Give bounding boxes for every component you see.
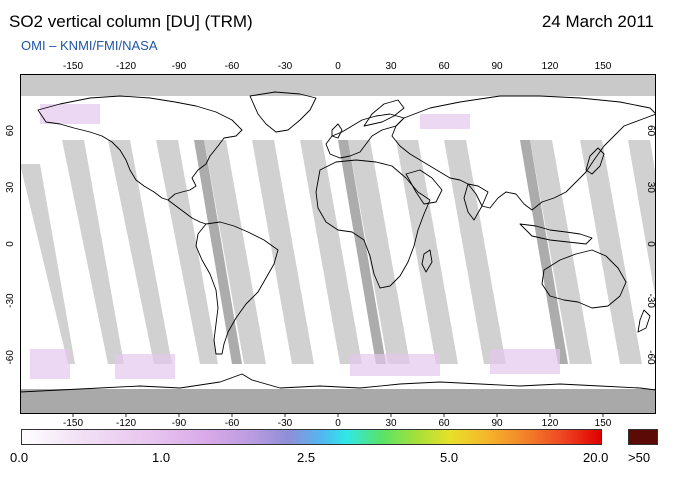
map-date: 24 March 2011 [541, 12, 654, 31]
antarctica-coast [20, 373, 656, 393]
orbit-gap-swaths [20, 140, 656, 364]
orbit-gap [204, 140, 266, 364]
africa-coast [315, 159, 431, 289]
indonesia-coast [519, 223, 593, 245]
coastlines [20, 91, 656, 393]
lon-tick-label-top: -120 [116, 61, 136, 72]
south-america-coast [195, 221, 279, 355]
lon-tick-label-bottom: 150 [595, 418, 612, 429]
central-america-coast [167, 199, 207, 225]
colorbar-label-2: 2.5 [297, 450, 316, 465]
north-america-coast [37, 95, 243, 201]
lon-tick-label-bottom: 30 [385, 418, 397, 429]
lat-tick-label-right: 30 [645, 182, 656, 194]
lat-axis-left: 60 30 0 -30 -60 [5, 125, 16, 365]
orbit-gap [580, 140, 642, 364]
orbit-gap [338, 140, 386, 364]
so2-speckle [30, 104, 560, 379]
lon-tick-label-top: 150 [595, 61, 612, 72]
orbit-gap [194, 140, 242, 364]
lon-tick-label-top: -60 [225, 61, 240, 72]
scandinavia-coast [363, 99, 405, 127]
lon-tick-label-bottom: -30 [278, 418, 293, 429]
orbit-gap [300, 140, 362, 364]
lat-tick-label-right: 60 [645, 125, 656, 137]
orbit-gap [444, 140, 506, 364]
orbit-gap [20, 164, 75, 364]
world-map: -150 -120 -90 -60 -30 0 30 60 90 120 150 -150 -120-… [5, 61, 656, 429]
colorbar-label-4: 20.0 [583, 450, 609, 465]
arctic-no-data [20, 74, 656, 96]
lat-tick-label-right: -30 [645, 293, 656, 308]
orbit-gap [628, 140, 656, 301]
lon-tick-label-top: -90 [172, 61, 187, 72]
asia-coast [391, 95, 656, 211]
lon-axis-bottom: -150 -120 -90 -60 -30 0 30 60 90 120 150 [63, 414, 612, 429]
lon-tick-label-bottom: -60 [225, 418, 240, 429]
lon-tick-label-top: -150 [63, 61, 83, 72]
lon-tick-label-bottom: 60 [438, 418, 450, 429]
greenland-coast [249, 91, 317, 133]
lat-axis-right: 60 30 0 -30 -60 [645, 125, 656, 365]
map-title: SO2 vertical column [DU] (TRM) [9, 12, 253, 31]
australia-coast [541, 249, 627, 309]
lon-tick-label-top: 90 [491, 61, 503, 72]
colorbar [21, 429, 602, 445]
lon-tick-label-bottom: -120 [116, 418, 136, 429]
orbit-gap [108, 140, 172, 364]
arabia-coast [405, 169, 443, 205]
orbit-gap [62, 140, 124, 364]
lat-tick-label-right: -60 [645, 350, 656, 365]
lon-tick-label-top: 0 [335, 61, 341, 72]
india-coast [463, 183, 489, 221]
orbit-gap [348, 140, 410, 364]
lon-axis-top: -150 -120 -90 -60 -30 0 30 60 90 120 150 [63, 61, 612, 72]
lon-tick-label-bottom: 90 [491, 418, 503, 429]
lon-tick-label-bottom: 0 [335, 418, 341, 429]
orbit-gap [520, 140, 568, 364]
colorbar-label-3: 5.0 [440, 450, 459, 465]
lon-tick-label-bottom: -90 [172, 418, 187, 429]
new-zealand-coast [637, 309, 651, 333]
orbit-gap [156, 140, 218, 364]
lon-tick-label-top: 60 [438, 61, 450, 72]
japan-coast [585, 147, 605, 175]
colorbar-label-1: 1.0 [152, 450, 171, 465]
lon-tick-label-top: -30 [278, 61, 293, 72]
lat-tick-label-right: 0 [645, 241, 656, 247]
colorbar-overflow-label: >50 [628, 450, 651, 465]
madagascar-coast [421, 249, 433, 273]
map-frame [20, 74, 656, 414]
lat-tick-label-left: -60 [5, 350, 16, 365]
lat-tick-label-left: 30 [5, 181, 16, 193]
colorbar-label-0: 0.0 [10, 450, 29, 465]
lon-tick-label-top: 120 [542, 61, 559, 72]
lon-tick-label-bottom: 120 [542, 418, 559, 429]
antarctic-no-data [20, 389, 656, 414]
orbit-gap [530, 140, 592, 364]
lat-tick-label-left: 60 [5, 125, 16, 137]
map-panel: -150 -120 -90 -60 -30 0 30 60 90 120 150 -150 -120-… [5, 61, 656, 429]
lat-tick-label-left: 0 [5, 241, 16, 247]
lon-tick-label-bottom: -150 [63, 418, 83, 429]
uk-coast [331, 123, 343, 139]
lat-tick-label-left: -30 [5, 293, 16, 308]
data-credit: OMI – KNMI/FMI/NASA [21, 38, 158, 53]
lon-tick-label-top: 30 [385, 61, 397, 72]
orbit-gap [252, 140, 314, 364]
colorbar-overflow-swatch [628, 429, 658, 445]
